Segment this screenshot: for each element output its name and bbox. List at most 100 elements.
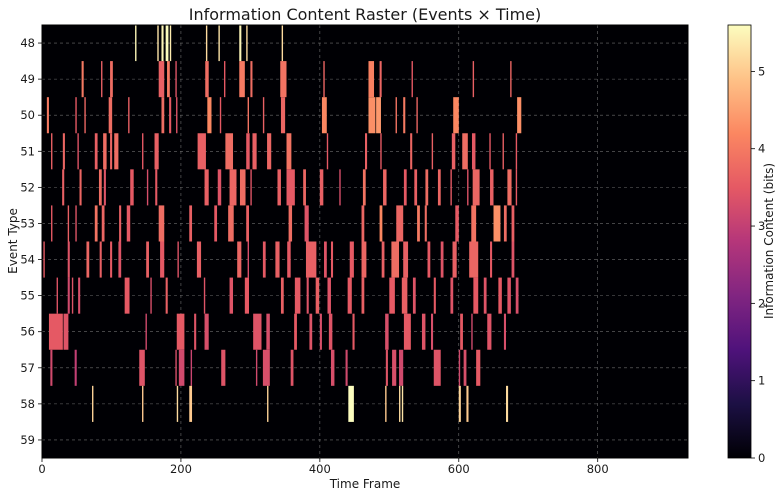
raster-cell-event-54: [146, 241, 149, 278]
raster-cell-event-56: [204, 313, 209, 350]
raster-cell-event-56: [460, 313, 463, 350]
y-tick-label: 59: [20, 433, 35, 447]
raster-cell-event-52: [98, 169, 102, 206]
raster-cell-event-53: [379, 205, 383, 242]
raster-cell-event-54: [469, 241, 479, 278]
chart-title: Information Content Raster (Events × Tim…: [189, 5, 542, 24]
raster-cell-event-51: [114, 133, 119, 170]
raster-cell-event-55: [361, 277, 365, 314]
raster-cell-event-53: [158, 205, 165, 242]
raster-cell-event-54: [490, 241, 493, 278]
raster-cell-event-51: [489, 133, 491, 170]
raster-cell-event-49: [239, 61, 245, 98]
raster-cell-event-50: [247, 97, 249, 134]
raster-cell-event-56: [403, 313, 411, 350]
raster-cell-event-53: [228, 205, 234, 242]
raster-cell-event-50: [403, 97, 406, 134]
colorbar-tick-label: 3: [758, 219, 765, 233]
raster-cell-event-53: [75, 205, 77, 242]
raster-cell-event-53: [471, 205, 477, 242]
raster-cell-event-58: [385, 385, 387, 422]
raster-cell-event-53: [511, 205, 515, 242]
raster-cell-event-54: [403, 241, 409, 278]
raster-cell-event-52: [362, 169, 366, 206]
raster-cell-event-52: [403, 169, 407, 206]
raster-cell-event-54: [440, 241, 444, 278]
raster-cell-event-53: [455, 205, 459, 242]
y-tick-label: 49: [20, 72, 35, 86]
raster-cell-event-54: [330, 241, 334, 278]
raster-cell-event-55: [483, 277, 487, 314]
raster-cell-event-55: [412, 277, 416, 314]
raster-cell-event-52: [130, 169, 134, 206]
raster-cell-event-51: [326, 133, 329, 170]
y-tick-label: 50: [20, 108, 35, 122]
raster-cell-event-52: [472, 169, 480, 206]
raster-cell-event-49: [411, 61, 413, 98]
raster-cell-event-51: [142, 133, 144, 170]
raster-cell-event-49: [280, 61, 287, 98]
raster-cell-event-50: [321, 97, 327, 134]
raster-cell-event-49: [223, 61, 226, 98]
raster-cell-event-54: [67, 241, 70, 278]
raster-cell-event-54: [118, 241, 122, 278]
raster-cell-event-58: [399, 385, 401, 422]
raster-cell-event-58: [458, 385, 461, 422]
raster-cell-event-55: [280, 277, 284, 314]
raster-cell-event-50: [517, 97, 522, 134]
raster-cell-event-51: [471, 133, 476, 170]
raster-cell-event-50: [176, 97, 178, 134]
raster-cell-event-56: [194, 313, 197, 350]
raster-cell-event-57: [345, 349, 348, 386]
y-tick-label: 53: [20, 216, 35, 230]
raster-cell-event-48: [205, 25, 208, 62]
raster-cell-event-51: [410, 133, 413, 170]
raster-cell-event-53: [361, 205, 365, 242]
raster-cell-event-52: [339, 169, 341, 206]
raster-cell-event-55: [450, 277, 454, 314]
x-axis: 0 200 400 600 800: [38, 458, 609, 476]
raster-cell-event-57: [221, 349, 226, 386]
raster-cell-event-56: [145, 313, 147, 350]
raster-cell-event-56: [328, 313, 333, 350]
raster-cell-event-48: [218, 25, 220, 62]
raster-cell-event-54: [381, 241, 385, 278]
raster-cell-event-48: [165, 25, 169, 62]
raster-cell-event-54: [275, 241, 280, 278]
raster-cell-event-54: [511, 241, 515, 278]
raster-cell-event-50: [169, 97, 172, 134]
raster-cell-event-52: [437, 169, 441, 206]
colorbar-tick-label: 0: [758, 451, 765, 465]
raster-cell-event-50: [368, 97, 376, 134]
raster-cell-event-54: [247, 241, 249, 278]
raster-cell-event-52: [79, 169, 82, 206]
y-tick-label: 51: [20, 144, 35, 158]
raster-cell-event-56: [253, 313, 262, 350]
raster-cell-event-57: [139, 349, 145, 386]
raster-cell-event-54: [99, 241, 102, 278]
raster-cell-event-53: [67, 205, 70, 242]
raster-cell-event-48: [239, 25, 242, 62]
raster-cell-event-48: [157, 25, 159, 62]
colorbar-tick-label: 2: [758, 296, 765, 310]
raster-cell-event-49: [205, 61, 209, 98]
colorbar-tick-label: 5: [758, 64, 765, 78]
raster-cell-event-50: [128, 97, 130, 134]
raster-cell-event-56: [471, 313, 473, 350]
raster-cell-event-55: [165, 277, 168, 314]
raster-cell-event-50: [376, 97, 381, 134]
raster-cell-event-58: [189, 385, 193, 422]
raster-cell-event-52: [103, 169, 106, 206]
raster-cell-event-51: [365, 133, 368, 170]
raster-cell-event-57: [262, 349, 270, 386]
y-tick-label: 56: [20, 325, 35, 339]
raster-cell-event-51: [246, 133, 250, 170]
raster-cell-event-54: [427, 241, 431, 278]
raster-cell-event-58: [348, 385, 354, 422]
raster-cell-event-53: [126, 205, 131, 242]
raster-cell-event-57: [74, 349, 77, 386]
raster-cell-event-54: [262, 241, 266, 278]
raster-cell-event-57: [463, 349, 467, 386]
raster-cell-event-51: [51, 133, 53, 170]
